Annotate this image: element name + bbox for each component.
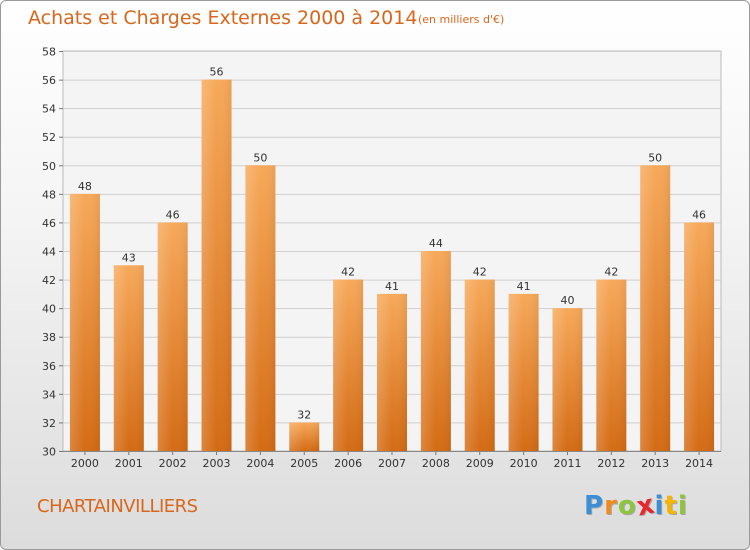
chart-title: Achats et Charges Externes 2000 à 2014 — [28, 7, 418, 29]
bar-value-label: 46 — [692, 208, 706, 221]
bar-shine — [596, 279, 627, 451]
x-tick-label: 2004 — [246, 457, 274, 470]
bar-value-label: 42 — [604, 266, 618, 279]
logo-letter: P — [584, 491, 605, 521]
bar-value-label: 32 — [297, 408, 311, 421]
y-tick-label: 36 — [42, 360, 56, 373]
x-tick-label: 2005 — [290, 457, 318, 470]
bar-shine — [640, 165, 671, 452]
bar-value-label: 50 — [648, 151, 662, 164]
y-tick-label: 52 — [42, 131, 56, 144]
bar-shine — [333, 279, 364, 451]
logo-letter: t — [664, 491, 678, 521]
x-tick-label: 2003 — [203, 457, 231, 470]
bar-value-label: 56 — [210, 66, 224, 79]
logo-letter: r — [604, 491, 618, 521]
bar-shine — [464, 279, 495, 451]
bar-value-label: 50 — [253, 151, 267, 164]
commune-name: CHARTAINVILLIERS — [37, 496, 198, 517]
bar-shine — [113, 265, 144, 451]
bar-shine — [289, 422, 320, 451]
y-tick-label: 56 — [42, 74, 56, 87]
bar-value-label: 46 — [166, 208, 180, 221]
x-tick-label: 2009 — [466, 457, 494, 470]
bar-shine — [508, 293, 539, 451]
bar-shine — [684, 222, 715, 451]
logo-letter: i — [654, 491, 665, 521]
x-tick-label: 2008 — [422, 457, 450, 470]
bar-shine — [377, 293, 407, 451]
bar-value-label: 40 — [560, 294, 574, 307]
bar-shine — [201, 79, 232, 452]
x-tick-label: 2002 — [159, 457, 187, 470]
y-tick-label: 54 — [42, 103, 56, 116]
bar-value-label: 48 — [78, 180, 92, 193]
x-tick-label: 2006 — [334, 457, 362, 470]
x-tick-label: 2014 — [685, 457, 713, 470]
y-tick-label: 58 — [42, 46, 56, 59]
chart-subtitle: (en milliers d'€) — [418, 13, 505, 26]
bar-value-label: 42 — [341, 266, 355, 279]
bar-shine — [420, 251, 451, 451]
y-tick-label: 32 — [42, 417, 56, 430]
y-tick-label: 40 — [42, 303, 56, 316]
x-tick-label: 2011 — [553, 457, 581, 470]
y-tick-label: 46 — [42, 217, 56, 230]
bar-value-label: 44 — [429, 237, 443, 250]
logo-letter: o — [617, 491, 637, 521]
bar-shine — [69, 193, 100, 451]
bar-shine — [157, 222, 188, 451]
y-tick-label: 44 — [42, 246, 56, 259]
x-tick-label: 2012 — [597, 457, 625, 470]
bar-value-label: 41 — [517, 280, 531, 293]
y-tick-label: 38 — [42, 331, 56, 344]
logo-letter: i — [677, 491, 688, 521]
bar-value-label: 42 — [473, 266, 487, 279]
bar-value-label: 41 — [385, 280, 399, 293]
y-tick-label: 30 — [42, 446, 56, 459]
y-tick-label: 34 — [42, 388, 56, 401]
bar-shine — [552, 308, 583, 451]
x-tick-label: 2013 — [641, 457, 669, 470]
x-tick-label: 2000 — [71, 457, 99, 470]
x-tick-label: 2007 — [378, 457, 406, 470]
y-tick-label: 50 — [42, 160, 56, 173]
y-tick-label: 48 — [42, 188, 56, 201]
y-tick-label: 42 — [42, 274, 56, 287]
x-tick-label: 2010 — [510, 457, 538, 470]
bar-value-label: 43 — [122, 251, 136, 264]
proxiti-logo: Proxiti — [584, 489, 688, 522]
bar-shine — [245, 165, 276, 452]
x-tick-label: 2001 — [115, 457, 143, 470]
